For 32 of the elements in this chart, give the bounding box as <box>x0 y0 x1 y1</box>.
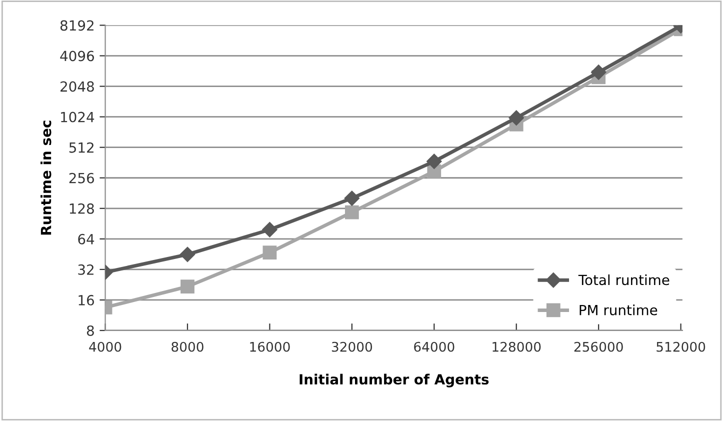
y-tick-label: 64 <box>78 234 94 244</box>
y-axis-title: Runtime in sec <box>40 120 52 235</box>
x-tick-label: 256000 <box>574 342 623 352</box>
x-tick-label: 128000 <box>492 342 541 352</box>
y-tick-label: 8 <box>86 325 94 336</box>
y-tick-label: 1024 <box>61 112 94 122</box>
x-tick-label: 16000 <box>250 342 290 352</box>
y-tick-label: 32 <box>78 264 94 275</box>
x-axis-title: Initial number of Agents <box>300 374 489 388</box>
x-tick-label: 32000 <box>332 342 372 352</box>
point <box>262 222 278 238</box>
legend-label: Total runtime <box>578 274 670 286</box>
point <box>508 110 524 126</box>
y-tick-label: 256 <box>69 172 94 184</box>
point <box>180 280 194 294</box>
point <box>344 190 360 206</box>
y-tick-label: 4096 <box>60 50 94 62</box>
legend-label: PM runtime <box>580 304 658 316</box>
x-tick-label: 8000 <box>172 342 204 352</box>
point <box>262 246 277 260</box>
y-tick-label: 128 <box>70 203 94 214</box>
x-tick-label: 64000 <box>414 342 454 352</box>
y-tick-label: 8192 <box>60 20 94 31</box>
y-tick-label: 16 <box>78 294 94 306</box>
point <box>591 64 606 80</box>
point <box>426 154 442 169</box>
x-tick-label: 4000 <box>89 342 122 352</box>
point <box>344 205 359 220</box>
y-tick-label: 2048 <box>60 81 94 92</box>
x-tick-label: 512000 <box>656 342 706 352</box>
y-tick-label: 512 <box>69 142 94 153</box>
point <box>180 246 196 262</box>
